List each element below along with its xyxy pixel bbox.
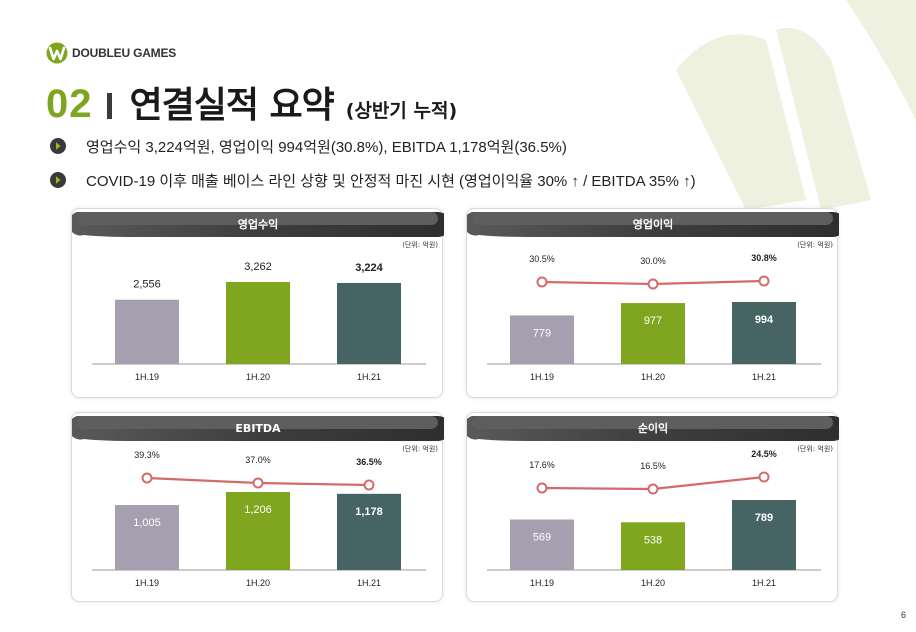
chart-header-highlight [472,416,833,429]
bar-1H.19 [510,315,574,364]
margin-point [647,278,659,290]
doubleu-w-icon [46,42,68,64]
bar-value-label: 1,005 [133,517,161,529]
arrow-circle-icon [50,138,66,154]
chart-svg: EBITDA (단위: 억원) 1,005 1H.19 1,206 1H.20 1,178 1… [72,416,444,588]
summary-bullets: 영업수익 3,224억원, 영업이익 994억원(30.8%), EBITDA … [50,136,696,204]
bar-value-label: 3,262 [244,261,272,273]
bar-1H.21 [337,493,401,570]
x-tick-label: 1H.20 [641,372,665,382]
company-logo: DOUBLEU GAMES [46,42,176,64]
chart-header-highlight [77,416,438,429]
margin-label: 24.5% [751,449,777,459]
bar-value-label: 1,178 [355,506,383,518]
margin-point [141,472,153,484]
margin-label: 30.0% [640,256,666,266]
chart-panel-revenue: 영업수익 (단위: 억원) 2,556 1H.19 3,262 1H.20 3,224 1H.… [71,208,444,398]
bar-1H.21 [337,282,401,364]
title-separator [106,93,112,119]
bar-value-label: 569 [533,532,551,544]
logo-text: DOUBLEU GAMES [72,46,177,60]
bar-value-label: 977 [644,315,662,327]
chart-title: 영업수익 [238,218,278,231]
bullet-text: COVID-19 이후 매출 베이스 라인 상향 및 안정적 마진 시현 (영업… [86,172,696,190]
x-tick-label: 1H.21 [752,578,776,588]
bar-value-label: 1,206 [244,504,272,516]
margin-label: 36.5% [356,457,382,467]
chart-unit-label: (단위: 억원) [797,240,833,249]
chart-panel-ebitda: EBITDA (단위: 억원) 1,005 1H.19 1,206 1H.20 1,178 1… [71,412,444,602]
bar-value-label: 3,224 [355,262,383,274]
bar-1H.19 [115,505,179,570]
watermark-logo [676,0,916,210]
x-tick-label: 1H.19 [530,578,554,588]
bar-value-label: 789 [755,512,773,524]
chart-header-highlight [472,212,833,225]
margin-label: 17.6% [529,460,555,470]
bar-value-label: 994 [755,314,774,326]
arrow-circle-icon [50,172,66,188]
x-tick-label: 1H.19 [530,372,554,382]
chart-svg: 순이익 (단위: 억원) 569 1H.19 538 1H.20 789 1H.21 17.6%… [467,416,839,588]
chart-header-highlight [77,212,438,225]
x-tick-label: 1H.21 [357,372,381,382]
margin-label: 16.5% [640,461,666,471]
x-tick-label: 1H.20 [246,372,270,382]
margin-point [758,471,770,483]
bar-1H.19 [115,299,179,364]
bar-1H.20 [621,522,685,570]
chart-unit-label: (단위: 억원) [402,444,438,453]
margin-point [758,275,770,287]
chart-unit-label: (단위: 억원) [797,444,833,453]
bullet-text: 영업수익 3,224억원, 영업이익 994억원(30.8%), EBITDA … [86,138,567,156]
bar-1H.21 [732,302,796,364]
margin-point [536,482,548,494]
margin-label: 30.8% [751,253,777,263]
margin-point [252,477,264,489]
x-tick-label: 1H.20 [246,578,270,588]
chart-svg: 영업수익 (단위: 억원) 2,556 1H.19 3,262 1H.20 3,224 1H.… [72,212,444,382]
bar-1H.20 [226,282,290,364]
margin-label: 30.5% [529,254,555,264]
margin-point [647,483,659,495]
x-tick-label: 1H.21 [357,578,381,588]
bar-value-label: 779 [533,327,551,339]
page-title: 02 연결실적 요약 (상반기 누적) [46,76,457,128]
margin-point [363,479,375,491]
margin-label: 37.0% [245,455,271,465]
bullet-item: 영업수익 3,224억원, 영업이익 994억원(30.8%), EBITDA … [50,136,696,156]
x-tick-label: 1H.19 [135,578,159,588]
margin-point [536,276,548,288]
title-subtitle: (상반기 누적) [345,100,458,122]
bar-value-label: 2,556 [133,279,161,291]
chart-title: 영업이익 [633,217,673,231]
x-tick-label: 1H.21 [752,372,776,382]
chart-unit-label: (단위: 억원) [402,240,438,249]
bar-1H.19 [510,519,574,570]
title-main: 연결실적 요약 [129,85,335,126]
bullet-item: COVID-19 이후 매출 베이스 라인 상향 및 안정적 마진 시현 (영업… [50,170,696,190]
chart-panel-net-income: 순이익 (단위: 억원) 569 1H.19 538 1H.20 789 1H.21 17.6%… [466,412,839,602]
bar-1H.21 [732,500,796,570]
margin-label: 39.3% [134,450,160,460]
bar-1H.20 [226,492,290,570]
chart-title: 순이익 [638,421,668,435]
x-tick-label: 1H.20 [641,578,665,588]
chart-title: EBITDA [235,422,281,435]
chart-svg: 영업이익 (단위: 억원) 779 1H.19 977 1H.20 994 1H.21 30.5… [467,212,839,382]
bar-value-label: 538 [644,534,662,546]
bar-1H.20 [621,303,685,364]
section-number: 02 [46,82,93,126]
page-number: 6 [900,610,906,620]
x-tick-label: 1H.19 [135,372,159,382]
chart-panel-operating-profit: 영업이익 (단위: 억원) 779 1H.19 977 1H.20 994 1H.21 30.5… [466,208,839,398]
